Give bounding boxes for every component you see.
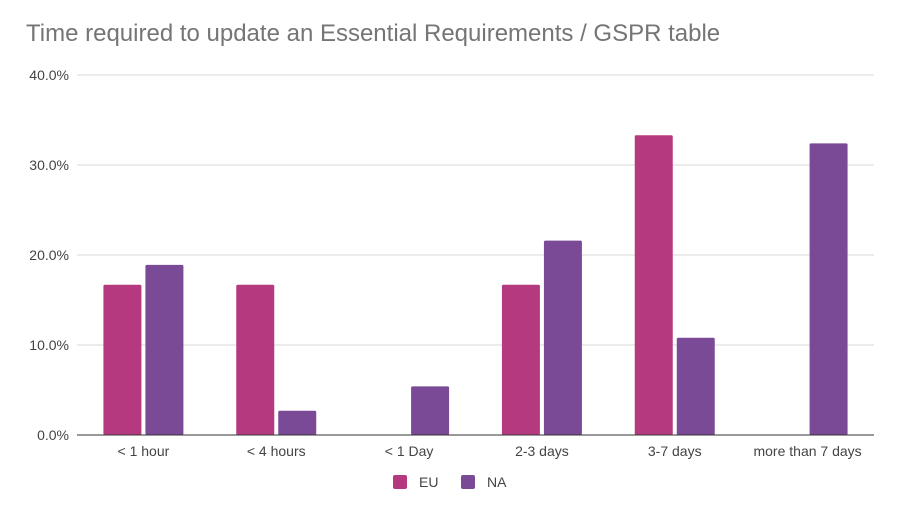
legend-label-eu: EU bbox=[419, 474, 438, 490]
bars bbox=[103, 135, 848, 436]
legend-swatch-eu bbox=[393, 475, 407, 489]
bar-eu-1 bbox=[236, 284, 275, 435]
bar-na-5 bbox=[809, 143, 848, 435]
x-tick-label: more than 7 days bbox=[753, 443, 861, 459]
bar-na-0 bbox=[145, 264, 184, 435]
bar-na-2 bbox=[411, 386, 450, 435]
bar-na-3 bbox=[543, 240, 582, 435]
x-tick-label: 2-3 days bbox=[515, 443, 569, 459]
legend-swatch-na bbox=[461, 475, 475, 489]
bar-na-1 bbox=[278, 410, 317, 435]
bar-eu-4 bbox=[634, 135, 673, 436]
x-tick-label: 3-7 days bbox=[648, 443, 702, 459]
y-tick-label: 10.0% bbox=[29, 337, 69, 353]
bar-eu-3 bbox=[501, 284, 540, 435]
bar-eu-0 bbox=[103, 284, 142, 435]
y-axis-tick-labels: 0.0% 10.0% 20.0% 30.0% 40.0% bbox=[29, 67, 69, 443]
x-tick-label: < 4 hours bbox=[247, 443, 306, 459]
y-tick-label: 30.0% bbox=[29, 157, 69, 173]
y-tick-label: 40.0% bbox=[29, 67, 69, 83]
legend: EU NA bbox=[393, 474, 507, 490]
x-tick-label: < 1 hour bbox=[118, 443, 170, 459]
chart-title: Time required to update an Essential Req… bbox=[26, 20, 721, 47]
legend-label-na: NA bbox=[487, 474, 507, 490]
gridlines bbox=[77, 74, 874, 346]
y-tick-label: 20.0% bbox=[29, 247, 69, 263]
y-tick-label: 0.0% bbox=[37, 427, 69, 443]
bar-na-4 bbox=[676, 337, 715, 435]
x-axis-tick-labels: < 1 hour < 4 hours < 1 Day 2-3 days 3-7 days… bbox=[118, 443, 862, 459]
x-tick-label: < 1 Day bbox=[385, 443, 434, 459]
